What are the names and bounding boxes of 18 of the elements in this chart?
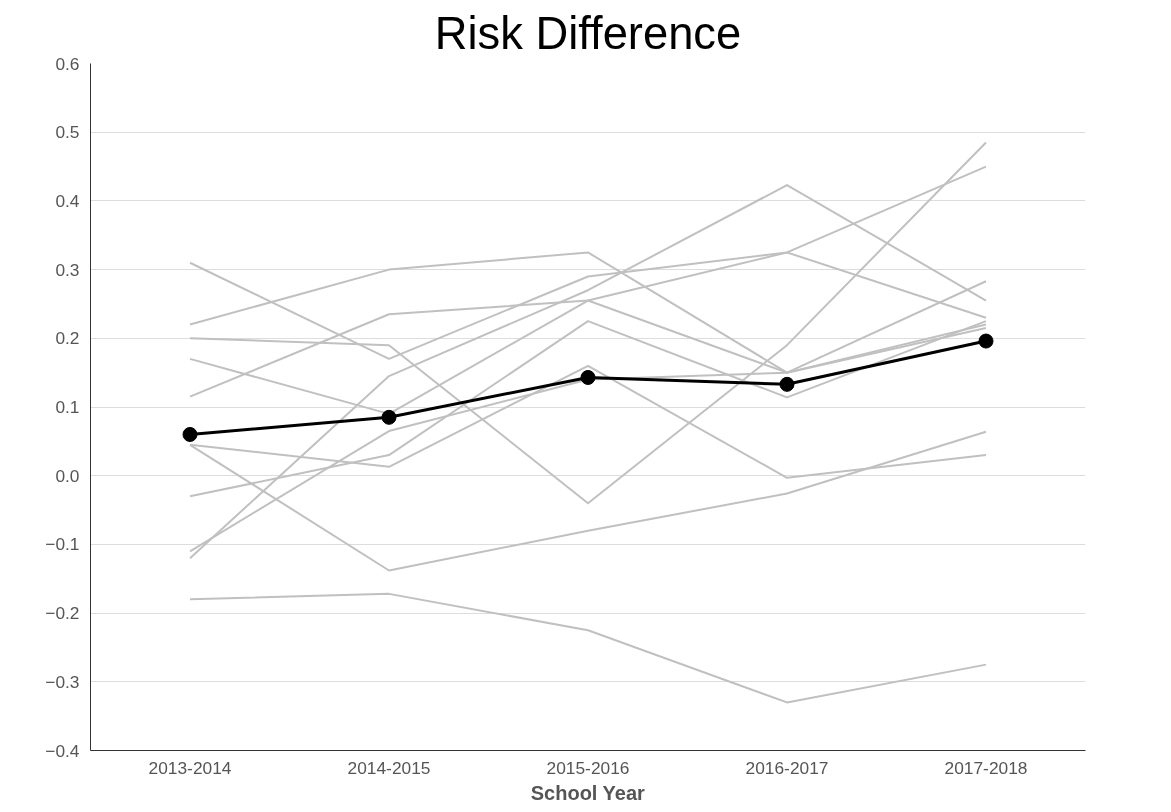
y-tick-label: −0.3 bbox=[45, 671, 80, 692]
y-tick-label: 0.0 bbox=[55, 465, 80, 486]
y-tick-label: 0.3 bbox=[55, 259, 80, 280]
y-tick-label: −0.2 bbox=[45, 603, 80, 624]
chart-title: Risk Difference bbox=[434, 7, 742, 59]
x-axis-title: School Year bbox=[530, 781, 646, 804]
y-tick-label: 0.6 bbox=[55, 53, 80, 74]
x-tick-label: 2017-2018 bbox=[944, 757, 1028, 778]
y-tick-label: 0.1 bbox=[55, 397, 80, 417]
x-tick-label: 2013-2014 bbox=[148, 757, 232, 778]
y-tick-label: 0.2 bbox=[55, 328, 80, 349]
x-tick-label: 2015-2016 bbox=[546, 757, 630, 778]
y-tick-label: 0.4 bbox=[55, 190, 80, 211]
x-tick-label: 2014-2015 bbox=[347, 757, 431, 778]
x-tick-label: 2016-2017 bbox=[745, 757, 829, 778]
y-tick-label: −0.4 bbox=[45, 740, 80, 761]
y-tick-label: −0.1 bbox=[45, 534, 80, 555]
y-tick-label: 0.5 bbox=[55, 122, 80, 143]
